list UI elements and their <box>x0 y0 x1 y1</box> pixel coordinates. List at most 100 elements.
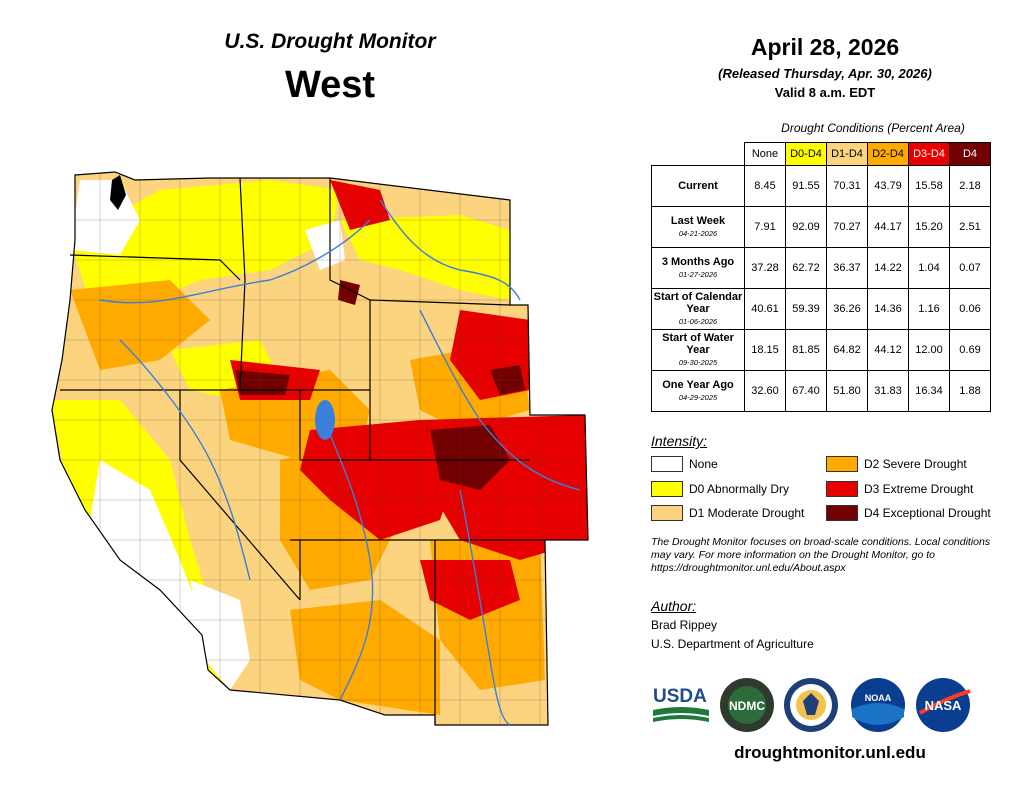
column-header-d4: D4 <box>949 142 991 166</box>
table-cell: 44.17 <box>867 206 909 248</box>
drought-map <box>51 171 589 726</box>
table-cell: 67.40 <box>785 370 827 412</box>
table-cell: 36.37 <box>826 247 868 289</box>
row-date: 01-27-2026 <box>678 269 718 279</box>
row-date: 04-29-2025 <box>678 392 718 402</box>
row-label: Current <box>651 165 745 207</box>
legend-swatch <box>651 456 683 472</box>
region-title: West <box>284 64 376 106</box>
table-caption: Drought Conditions (Percent Area) <box>781 121 965 135</box>
row-label: 3 Months Ago 01-27-2026 <box>651 247 745 289</box>
website-url: droughtmonitor.unl.edu <box>734 743 926 762</box>
noaa-logo-text: NOAA <box>865 693 892 703</box>
commerce-seal-icon <box>784 678 838 732</box>
table-cell: 2.51 <box>949 206 991 248</box>
table-cell: 1.88 <box>949 370 991 412</box>
table-cell: 15.20 <box>908 206 950 248</box>
table-cell: 81.85 <box>785 329 827 371</box>
column-header-d3-d4: D3-D4 <box>908 142 950 166</box>
legend-swatch <box>651 481 683 497</box>
usda-logo-text: USDA <box>653 686 707 707</box>
table-row-current: Current 8.45 91.55 70.31 43.79 15.58 2.1… <box>651 165 991 207</box>
table-cell: 0.07 <box>949 247 991 289</box>
row-label-text: Start of Water Year <box>662 331 734 356</box>
row-label: Last Week 04-21-2026 <box>651 206 745 248</box>
column-header-d2-d4: D2-D4 <box>867 142 909 166</box>
table-cell: 0.06 <box>949 288 991 330</box>
legend-swatch <box>826 481 858 497</box>
table-cell: 8.45 <box>744 165 786 207</box>
legend-label: D4 Exceptional Drought <box>864 506 991 520</box>
ndmc-logo: NDMC <box>720 678 774 732</box>
column-header-d0-d4: D0-D4 <box>785 142 827 166</box>
table-row-start-water-year: Start of Water Year 09-30-2025 18.15 81.8… <box>651 329 991 371</box>
legend-label: D1 Moderate Drought <box>689 506 805 520</box>
legend-label: None <box>689 457 718 471</box>
map-title: U.S. Drought Monitor <box>224 30 436 53</box>
table-cell: 59.39 <box>785 288 827 330</box>
row-label-text: One Year Ago <box>662 378 734 391</box>
date-block: April 28, 2026 (Released Thursday, Apr. … <box>640 34 1010 100</box>
author-name: Brad Rippey <box>651 618 718 632</box>
table-cell: 12.00 <box>908 329 950 371</box>
table-cell: 16.34 <box>908 370 950 412</box>
legend-label: D3 Extreme Drought <box>864 482 974 496</box>
intensity-legend-title: Intensity: <box>651 433 708 449</box>
column-header-d1-d4: D1-D4 <box>826 142 868 166</box>
table-row-last-week: Last Week 04-21-2026 7.91 92.09 70.27 44.… <box>651 206 991 248</box>
legend-item-none: None <box>651 456 718 472</box>
legend-item-d1: D1 Moderate Drought <box>651 505 804 521</box>
table-cell: 7.91 <box>744 206 786 248</box>
ndmc-logo-text: NDMC <box>729 699 765 713</box>
table-row-start-calendar-year: Start of Calendar Year 01-06-2026 40.61 5… <box>651 288 991 330</box>
disclaimer-note: The Drought Monitor focuses on broad-sca… <box>651 536 991 574</box>
map-date: April 28, 2026 <box>750 34 900 60</box>
table-cell: 70.31 <box>826 165 868 207</box>
row-label-text: Start of Calendar Year <box>653 290 743 315</box>
row-label: Start of Water Year 09-30-2025 <box>651 329 745 371</box>
usda-logo: USDA <box>653 686 709 722</box>
table-cell: 51.80 <box>826 370 868 412</box>
table-cell: 62.72 <box>785 247 827 289</box>
row-date: 04-21-2026 <box>678 228 718 238</box>
table-cell: 14.22 <box>867 247 909 289</box>
table-header-row: None D0-D4 D1-D4 D2-D4 D3-D4 D4 <box>652 142 991 166</box>
table-cell: 32.60 <box>744 370 786 412</box>
row-date: 01-06-2026 <box>678 316 718 326</box>
legend-label: D0 Abnormally Dry <box>689 482 790 496</box>
author-heading: Author: <box>651 598 697 614</box>
table-cell: 92.09 <box>785 206 827 248</box>
table-row-3-months-ago: 3 Months Ago 01-27-2026 37.28 62.72 36.37… <box>651 247 991 289</box>
table-cell: 31.83 <box>867 370 909 412</box>
table-cell: 1.16 <box>908 288 950 330</box>
release-date: (Released Thursday, Apr. 30, 2026) <box>718 66 932 81</box>
legend-item-d4: D4 Exceptional Drought <box>826 505 991 521</box>
table-cell: 64.82 <box>826 329 868 371</box>
table-cell: 2.18 <box>949 165 991 207</box>
legend-item-d0: D0 Abnormally Dry <box>651 481 789 497</box>
row-label: One Year Ago 04-29-2025 <box>651 370 745 412</box>
noaa-logo: NOAA <box>851 678 905 732</box>
table-cell: 91.55 <box>785 165 827 207</box>
legend-item-d3: D3 Extreme Drought <box>826 481 973 497</box>
nasa-logo: NASA <box>916 678 971 732</box>
legend-swatch <box>826 456 858 472</box>
row-label: Start of Calendar Year 01-06-2026 <box>651 288 745 330</box>
table-cell: 0.69 <box>949 329 991 371</box>
table-row-one-year-ago: One Year Ago 04-29-2025 32.60 67.40 51.80… <box>651 370 991 412</box>
table-cell: 36.26 <box>826 288 868 330</box>
legend-label: D2 Severe Drought <box>864 457 967 471</box>
table-cell: 40.61 <box>744 288 786 330</box>
table-cell: 43.79 <box>867 165 909 207</box>
table-cell: 15.58 <box>908 165 950 207</box>
author-organization: U.S. Department of Agriculture <box>651 637 814 651</box>
table-cell: 44.12 <box>867 329 909 371</box>
row-label-text: 3 Months Ago <box>661 255 735 268</box>
legend-swatch <box>651 505 683 521</box>
table-cell: 14.36 <box>867 288 909 330</box>
table-corner <box>652 143 745 166</box>
row-label-text: Last Week <box>670 214 726 227</box>
valid-time: Valid 8 a.m. EDT <box>774 85 876 100</box>
table-cell: 70.27 <box>826 206 868 248</box>
table-cell: 37.28 <box>744 247 786 289</box>
